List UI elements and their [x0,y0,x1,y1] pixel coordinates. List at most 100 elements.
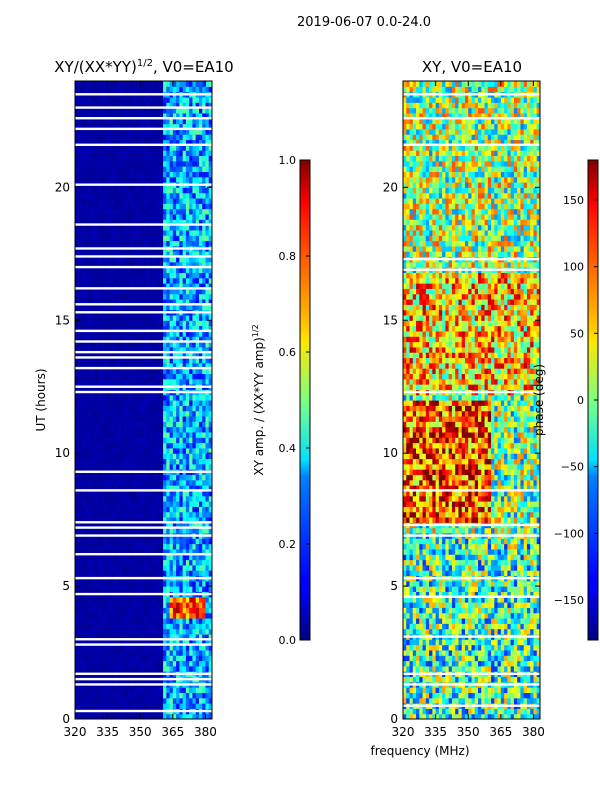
heatmap-cell [176,442,180,449]
heatmap-cell [169,607,174,614]
heatmap-cell [163,293,167,300]
heatmap-cell [150,415,154,422]
heatmap-cell [195,538,200,545]
heatmap-cell [88,203,92,210]
heatmap-cell [81,118,86,125]
heatmap-cell [198,171,203,178]
heatmap-cell [75,437,79,444]
heatmap-cell [192,623,197,630]
heatmap-cell [81,320,86,327]
heatmap-cell [156,176,161,183]
heatmap-cell [143,283,148,289]
heatmap-cell [169,548,174,555]
heatmap-cell [182,107,187,114]
heatmap-cell [104,554,109,561]
heatmap-cell [133,378,138,385]
heatmap-cell [127,607,132,614]
heatmap-cell [133,341,138,348]
heatmap-cell [146,341,151,348]
heatmap-cell [81,251,86,258]
heatmap-cell [182,197,187,204]
heatmap-cell [189,506,194,513]
heatmap-cell [127,176,132,183]
heatmap-cell [130,570,135,577]
heatmap-cell [94,649,99,656]
heatmap-cell [146,283,151,289]
heatmap-cell [127,240,132,247]
heatmap-cell [195,102,200,109]
heatmap-cell [88,437,92,444]
heatmap-cell [101,511,105,518]
heatmap-cell [88,283,92,289]
heatmap-cell [172,570,177,577]
heatmap-cell [107,160,112,167]
heatmap-cell [114,298,119,305]
heatmap-cell [156,453,161,460]
heatmap-cell [94,506,99,513]
heatmap-cell [166,703,171,709]
heatmap-cell [117,458,122,465]
heatmap-cell [127,160,132,167]
heatmap-cell [172,96,177,103]
heatmap-cell [127,490,132,497]
heatmap-cell [140,633,145,640]
heatmap-cell [110,410,115,417]
heatmap-cell [176,426,180,433]
heatmap-cell [94,580,99,587]
heatmap-cell [130,687,135,694]
heatmap-cell [156,155,161,162]
heatmap-cell [140,368,145,375]
heatmap-cell [114,81,119,87]
heatmap-cell [78,112,83,119]
heatmap-cell [189,485,194,491]
heatmap-cell [185,192,190,199]
heatmap-cell [117,447,122,454]
heatmap-cell [150,458,154,465]
heatmap-cell [84,320,89,327]
heatmap-cell [133,479,138,486]
heatmap-cell [172,415,177,422]
heatmap-cell [117,144,122,151]
heatmap-cell [205,346,210,353]
heatmap-cell [143,570,148,577]
heatmap-cell [127,314,132,321]
heatmap-cell [198,431,203,438]
heatmap-cell [182,144,187,151]
heatmap-cell [136,495,141,502]
heatmap-cell [146,102,151,109]
heatmap-cell [133,617,138,624]
heatmap-cell [150,426,154,433]
heatmap-cell [97,277,102,284]
heatmap-cell [123,240,128,247]
heatmap-cell [153,362,158,369]
heatmap-cell [169,612,174,619]
heatmap-cell [107,272,112,279]
heatmap-cell [205,485,210,491]
heatmap-cell [94,357,99,364]
heatmap-cell [143,261,148,268]
heatmap-cell [176,522,180,529]
heatmap-cell [163,107,167,114]
heatmap-cell [81,277,86,284]
heatmap-cell [192,288,197,295]
heatmap-cell [94,421,99,428]
heatmap-cell [130,272,135,279]
heatmap-cell [114,128,119,135]
heatmap-cell [78,150,83,157]
heatmap-cell [130,277,135,284]
heatmap-cell [153,187,158,194]
heatmap-cell [163,256,167,263]
heatmap-cell [198,256,203,263]
heatmap-cell [153,453,158,460]
heatmap-cell [205,229,210,236]
heatmap-cell [179,123,184,130]
heatmap-cell [185,548,190,555]
heatmap-cell [146,235,151,242]
heatmap-cell [176,118,180,125]
heatmap-cell [97,602,102,608]
heatmap-cell [101,463,105,470]
heatmap-cell [185,490,190,497]
heatmap-cell [104,288,109,295]
heatmap-cell [107,378,112,385]
heatmap-cell [75,86,79,93]
